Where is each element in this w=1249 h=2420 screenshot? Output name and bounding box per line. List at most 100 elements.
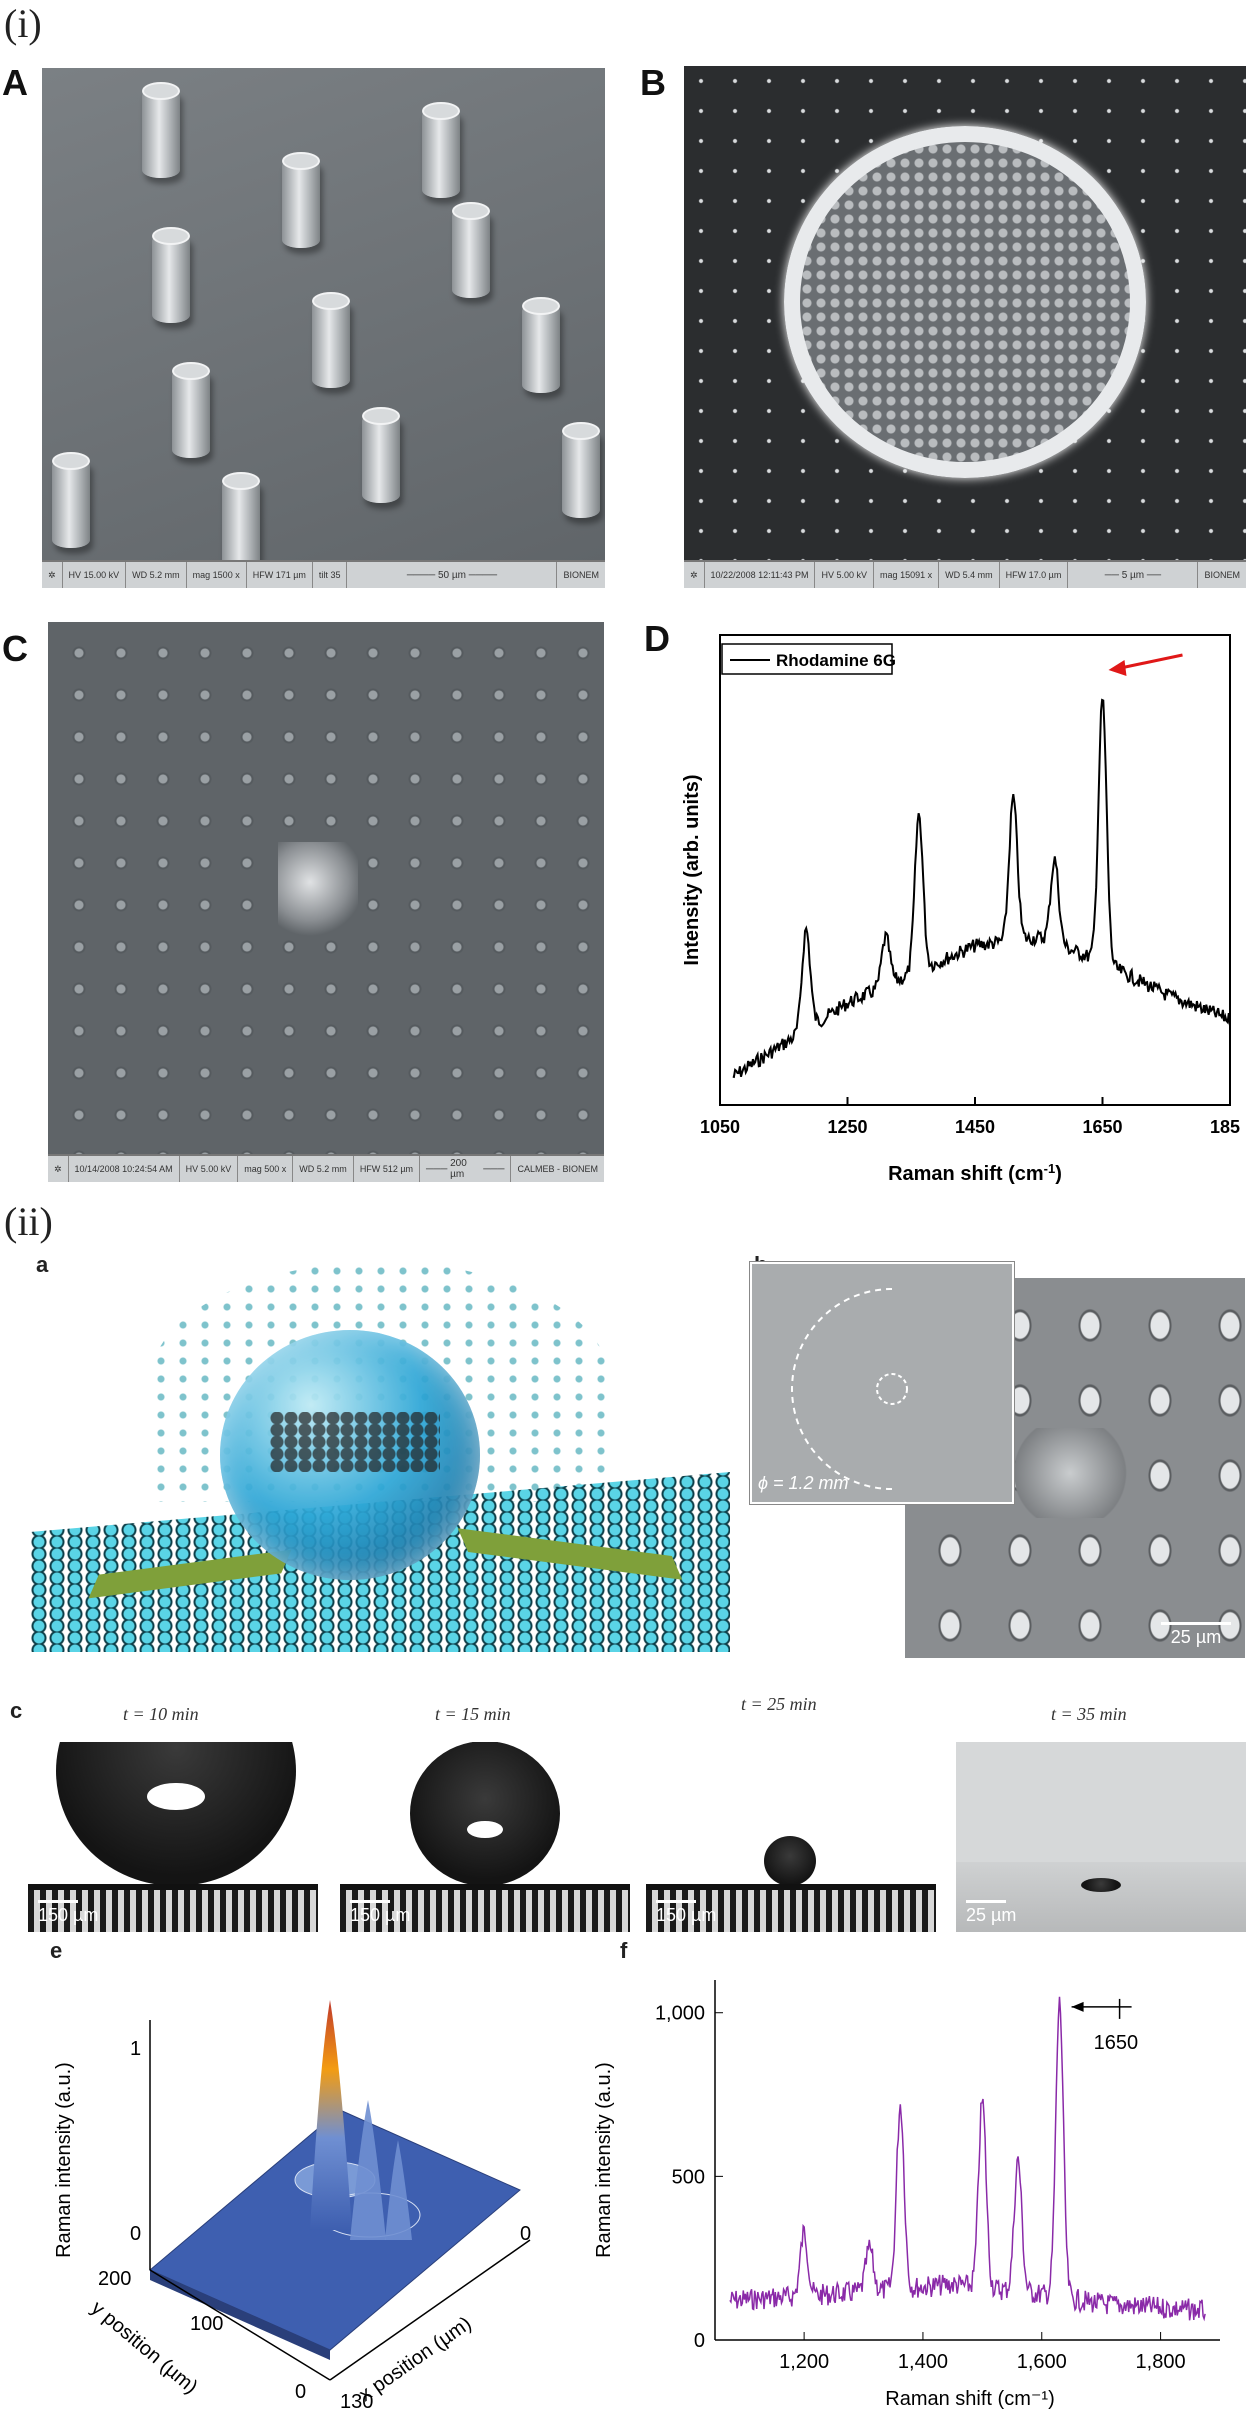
droplet-frame: 150 µm (340, 1742, 630, 1932)
time-label: t = 35 min (1051, 1704, 1127, 1724)
scale-bar: 25 µm (966, 1900, 1016, 1926)
x-tick-label-d: 1050 (700, 1117, 740, 1137)
sem-image-b: ✲ 10/22/2008 12:11:43 PM HV 5.00 kV mag … (684, 66, 1246, 588)
x-tick-label-f: 1,400 (898, 2351, 948, 2373)
nanoparticle-cluster (784, 126, 1146, 478)
time-label: t = 25 min (741, 1694, 817, 1714)
x-axis-label-e: x position (µm) (355, 2313, 475, 2406)
z-tick: 1 (130, 2038, 141, 2060)
infobar-logo: ✲ (684, 562, 705, 588)
scale-bar: 150 µm (656, 1900, 716, 1926)
surface-peak (310, 2000, 352, 2230)
infobar-wd: WD 5.4 mm (939, 562, 1000, 588)
section-label-ii: (ii) (4, 1199, 53, 1244)
y-tick: 200 (98, 2268, 131, 2290)
scale-bar-a: ──── 50 µm ──── (347, 562, 558, 588)
z-axis-label-e: Raman intensity (a.u.) (53, 2062, 75, 2258)
sem-image-c: ✲ 10/14/2008 10:24:54 AM HV 5.00 kV mag … (48, 622, 604, 1182)
infobar-hv: HV 5.00 kV (180, 1156, 239, 1182)
y-tick: 100 (190, 2313, 223, 2335)
panel-letter-e: e (50, 1938, 63, 1963)
pillar-substrate (340, 1884, 630, 1932)
z-tick: 0 (130, 2223, 141, 2245)
infobar-hfw: HFW 171 µm (247, 562, 313, 588)
scale-bar: 150 µm (350, 1900, 410, 1926)
pillar-substrate (646, 1884, 936, 1932)
infobar-date: 10/22/2008 12:11:43 PM (705, 562, 816, 588)
droplet (1081, 1878, 1121, 1892)
x-tick-label-f: 1,600 (1017, 2351, 1067, 2373)
infobar-logo: ✲ (42, 562, 63, 588)
x-tick-label-d: 1250 (827, 1117, 867, 1137)
particle-cluster (278, 842, 358, 942)
panel-letter-a: a (36, 1252, 49, 1277)
lab-name-b: BIONEM (1204, 570, 1240, 580)
droplet (56, 1742, 296, 1886)
infobar-wd: WD 5.2 mm (126, 562, 187, 588)
lab-name-a: BIONEM (563, 570, 599, 580)
sem-image-a: ✲ HV 15.00 kV WD 5.2 mm mag 1500 x HFW 1… (42, 68, 605, 588)
infobar-hv: HV 15.00 kV (63, 562, 127, 588)
droplet-frame: 150 µm (28, 1742, 318, 1932)
y-tick-label-f: 1,000 (655, 2003, 705, 2025)
raman-chart-d: Rhodamine 6G Intensity (arb. units) Rama… (681, 634, 1240, 1186)
annotation-arrow-f (1071, 1998, 1132, 2019)
x-tick-label-d: 1450 (955, 1117, 995, 1137)
sem-infobar-c: ✲ 10/14/2008 10:24:54 AM HV 5.00 kV mag … (48, 1154, 604, 1182)
y-axis (149, 2269, 331, 2381)
diameter-label: ϕ = 1.2 mm (758, 1473, 849, 1493)
pillar-substrate (28, 1884, 318, 1932)
illustration-a (30, 1262, 730, 1652)
droplet (764, 1836, 816, 1886)
panel-letter-c-upper: C (2, 628, 28, 669)
raman-chart-f: 1,200 1,400 1,600 1,800 0 500 1,000 Raman inte… (593, 1980, 1220, 2410)
scale-bar: 150 µm (38, 1900, 98, 1926)
surface-edge (150, 2270, 330, 2360)
panel-letter-d-upper: D (644, 618, 670, 659)
nanoparticle-aggregates (270, 1412, 440, 1472)
sem-infobar-a: ✲ HV 15.00 kV WD 5.2 mm mag 1500 x HFW 1… (42, 560, 605, 588)
x-tick-label-f: 1,800 (1136, 2351, 1186, 2373)
series-line-d (732, 698, 1231, 1079)
series-line-f (729, 1996, 1206, 2322)
time-label: t = 10 min (123, 1704, 199, 1724)
infobar-hv: HV 5.00 kV (815, 562, 875, 588)
y-tick-label-f: 0 (694, 2330, 705, 2352)
arrow-d (1108, 653, 1183, 676)
x-axis-label-f: Raman shift (cm⁻¹) (885, 2388, 1054, 2410)
legend-label-d: Rhodamine 6G (776, 651, 896, 670)
plot-frame-d (719, 634, 1231, 1106)
panel-letter-a-upper: A (2, 62, 28, 103)
y-axis-label-d: Intensity (arb. units) (681, 774, 703, 965)
x-tick: 130 (340, 2391, 373, 2413)
infobar-logo: ✲ (48, 1156, 69, 1182)
surface-plot-e: 1 0 200 100 0 130 0 Raman intensity (a.u… (53, 2000, 531, 2413)
infobar-hfw: HFW 512 µm (354, 1156, 421, 1182)
x-tick: 0 (520, 2223, 531, 2245)
panel-letter-b-upper: B (640, 62, 666, 103)
y-axis-label-e: y position (µm) (87, 2297, 202, 2398)
droplet-frame: 25 µm (956, 1742, 1246, 1932)
infobar-tilt: tilt 35 (313, 562, 348, 588)
sem-image-b-inset: ϕ = 1.2 mm (750, 1262, 1014, 1504)
residue-deposit (1005, 1428, 1135, 1518)
infobar-date: 10/14/2008 10:24:54 AM (69, 1156, 180, 1182)
infobar-wd: WD 5.2 mm (293, 1156, 354, 1182)
x-tick-label-f: 1,200 (779, 2351, 829, 2373)
panel-letter-f: f (620, 1938, 628, 1963)
x-axis-label-d: Raman shift (cm-1) (888, 1161, 1062, 1186)
scale-bar-b: ── 5 µm ── (1068, 562, 1199, 588)
legend-box-d (721, 643, 893, 675)
droplet-frame: 150 µm (646, 1742, 936, 1932)
surface-peak (385, 2140, 412, 2240)
y-tick: 0 (295, 2381, 306, 2403)
droplet (410, 1742, 560, 1886)
section-label-i: (i) (4, 1, 42, 46)
y-tick-label-f: 500 (672, 2166, 705, 2188)
panel-letter-c: c (10, 1698, 23, 1723)
time-label: t = 15 min (435, 1704, 511, 1724)
x-axis (329, 2239, 531, 2381)
annotation-label-f: 1650 (1094, 2032, 1139, 2054)
scale-bar-b-lower: 25 µm (1161, 1622, 1231, 1648)
sem-infobar-b: ✲ 10/22/2008 12:11:43 PM HV 5.00 kV mag … (684, 560, 1246, 588)
